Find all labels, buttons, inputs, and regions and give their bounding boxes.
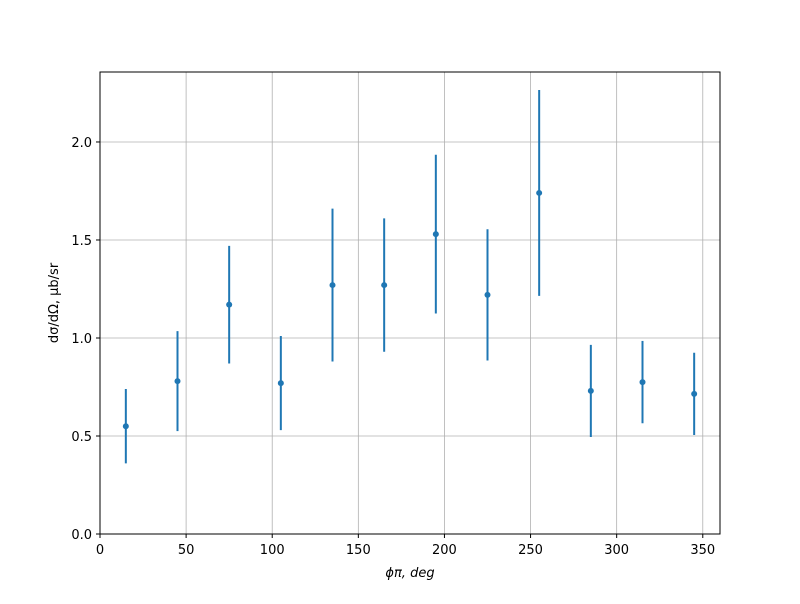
x-tick-label: 100 bbox=[260, 543, 285, 558]
data-point bbox=[226, 301, 233, 308]
y-tick-label: 0.5 bbox=[71, 430, 92, 445]
x-tick-label: 350 bbox=[690, 543, 715, 558]
data-point bbox=[174, 378, 181, 385]
x-tick-label: 50 bbox=[178, 543, 195, 558]
y-tick-label: 1.0 bbox=[71, 332, 92, 347]
y-axis-label: dσ/dΩ, μb/sr bbox=[47, 262, 62, 343]
data-point bbox=[639, 379, 646, 386]
x-tick-label: 150 bbox=[346, 543, 371, 558]
x-tick-label: 0 bbox=[96, 543, 104, 558]
data-point bbox=[432, 231, 439, 238]
data-point bbox=[381, 282, 388, 289]
x-axis-label: ϕπ, deg bbox=[385, 566, 434, 581]
data-point bbox=[277, 380, 284, 387]
data-point bbox=[536, 189, 543, 196]
data-point bbox=[484, 291, 491, 298]
data-point bbox=[329, 282, 336, 289]
y-tick-label: 1.5 bbox=[71, 234, 92, 249]
x-tick-label: 300 bbox=[604, 543, 629, 558]
data-point bbox=[587, 387, 594, 394]
plot-frame bbox=[99, 71, 721, 535]
y-tick-label: 0.0 bbox=[71, 528, 92, 543]
y-tick-label: 2.0 bbox=[71, 136, 92, 151]
data-point bbox=[122, 423, 129, 430]
data-point bbox=[691, 390, 698, 397]
x-tick-label: 200 bbox=[432, 543, 457, 558]
x-tick-label: 250 bbox=[518, 543, 543, 558]
